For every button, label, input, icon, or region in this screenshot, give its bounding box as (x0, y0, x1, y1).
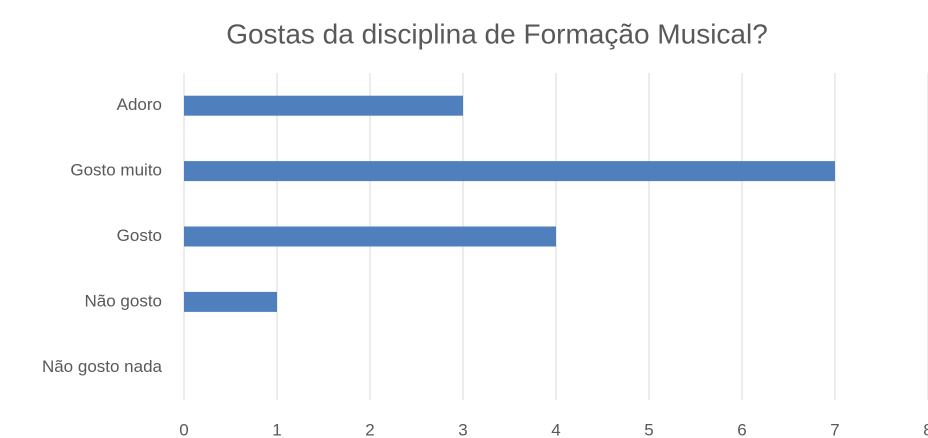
y-tick-label: Gosto muito (70, 161, 162, 180)
x-tick-label: 5 (644, 420, 653, 438)
x-tick-label: 7 (830, 420, 839, 438)
x-tick-label: 8 (923, 420, 928, 438)
bar (184, 161, 835, 182)
bar (184, 95, 463, 116)
bar (184, 226, 556, 247)
bar (184, 291, 277, 312)
x-tick-label: 2 (365, 420, 374, 438)
x-tick-label: 0 (179, 420, 188, 438)
y-tick-label: Gosto (117, 226, 162, 245)
y-tick-label: Adoro (117, 95, 162, 114)
y-tick-label: Não gosto (85, 291, 163, 310)
chart-title: Gostas da disciplina de Formação Musical… (226, 18, 768, 49)
y-tick-label: Não gosto nada (42, 357, 163, 376)
x-tick-label: 1 (272, 420, 281, 438)
x-tick-label: 4 (551, 420, 560, 438)
x-tick-label: 6 (737, 420, 746, 438)
x-tick-label: 3 (458, 420, 467, 438)
